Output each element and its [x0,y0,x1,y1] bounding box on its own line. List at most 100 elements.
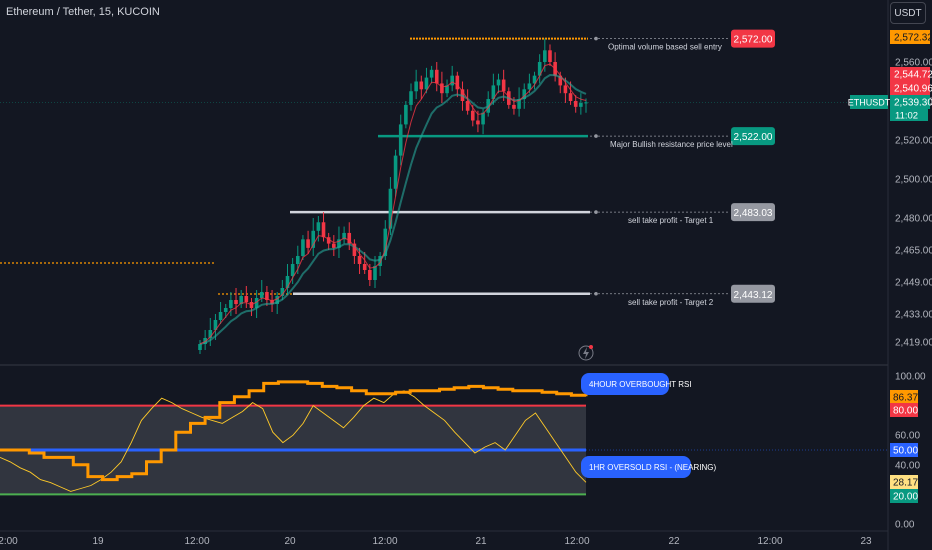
candle-body [398,124,403,156]
candle-body [455,75,460,90]
rsi-tick-label: 60.00 [895,431,920,442]
symbol-tag [850,95,888,109]
price-label: 2,572.32 [894,33,932,44]
level-note: sell take profit - Target 2 [628,298,714,307]
price-tick-label: 2,520.00 [895,136,932,147]
rsi-4h-line [0,380,588,482]
candle-body [512,104,516,109]
alert-icon-bolt [583,347,589,359]
level-label-box [731,127,775,146]
candle-body [280,288,285,296]
candle-body [352,243,357,256]
level-label-box [731,284,775,303]
candle-body [337,239,341,248]
candle-body [481,112,485,125]
level-label: 2,572.00 [734,35,773,46]
time-tick-label: 20 [284,536,296,547]
rsi-label-box [890,390,918,404]
candle-body [265,292,269,300]
candle-body [465,101,470,111]
rsi-pane: 4HOUR OVERBOUGHT RSI 1HR OVERSOLD RSI - (… [0,373,888,496]
candle-body [450,75,454,86]
rsi-1h-line [0,390,587,492]
chart-title: Ethereum / Tether, 15, KUCOIN [6,6,160,18]
candle-body [388,188,393,229]
time-tick-label: 21 [475,536,487,547]
candle-body [414,81,418,92]
level-anchor [594,291,598,296]
time-tick-label: 12:00 [564,536,589,547]
candle-body [404,104,408,125]
currency-button[interactable]: USDT [890,2,926,24]
candle-body [491,85,496,100]
time-tick-label: 12:00 [372,536,397,547]
candle-body [223,308,228,312]
candle-body [383,228,388,256]
candle-body [501,79,506,92]
rsi-label: 86.37 [893,393,918,404]
candle-body [378,256,382,266]
price-tick-label: 2,500.00 [895,175,932,186]
price-label-box [890,95,930,109]
level-note: Major Bullish resistance price level [610,140,733,149]
rsi-tick-label: 100.00 [895,372,926,383]
fast-ma-line [199,63,587,345]
time-tick-label: 12:00 [184,536,209,547]
candle-body [537,62,542,76]
level-note: Optimal volume based sell entry [608,43,722,52]
rsi-note: 1HR OVERSOLD RSI - (NEARING) [589,463,716,472]
candle-body [259,292,264,298]
candle-body [326,237,331,244]
rsi-tick-label: 0.00 [895,520,915,531]
candle-body [368,270,372,280]
candle-body [532,75,537,84]
candle-body [548,50,552,62]
candle-body [568,93,573,101]
symbol-tag-label: ETHUSDT [848,98,891,108]
moving-averages [199,63,587,345]
candle-body [234,300,238,304]
candle-body [409,91,413,105]
time-tick-label: 23 [860,536,872,547]
candle-body [208,330,213,338]
candle-body [342,232,346,240]
candle-body [213,320,218,330]
candle-body [295,256,300,264]
price-label: 2,539.30 [894,98,932,109]
candle-body [522,89,527,100]
level-anchor [594,134,598,138]
price-label: 2,544.72 [894,70,932,81]
price-label-box [890,81,930,95]
level-label: 2,443.12 [734,290,773,301]
candle-body [579,102,583,107]
candle-body [496,79,501,86]
candle-body [527,83,532,90]
level-note: sell take profit - Target 1 [628,216,714,225]
rsi-label-box [890,475,918,489]
rsi-label: 20.00 [893,492,918,503]
candle-body [239,296,243,304]
candle-body [244,296,249,302]
countdown-label: 11:02 [895,111,918,122]
time-tick-label: 19 [92,536,104,547]
level-anchor [594,36,598,41]
candles [198,38,588,354]
candle-body [573,101,578,107]
candle-body [584,102,588,104]
rsi-note-box [581,373,669,395]
candle-body [543,50,547,62]
candle-body [316,222,321,231]
price-levels: 2,572.00 Optimal volume based sell entry 2… [0,29,775,307]
level-label-box [731,29,775,48]
candle-body [429,69,434,78]
level-label: 2,483.03 [734,208,773,219]
rsi-tick-label: 40.00 [895,460,920,471]
candle-body [357,256,362,264]
candle-body [270,300,274,304]
candle-body [373,266,377,280]
candle-body [306,239,310,248]
candle-body [362,264,367,270]
axes: 2,560.002,540.002,520.002,500.002,480.00… [0,30,932,547]
candle-body [311,230,316,248]
